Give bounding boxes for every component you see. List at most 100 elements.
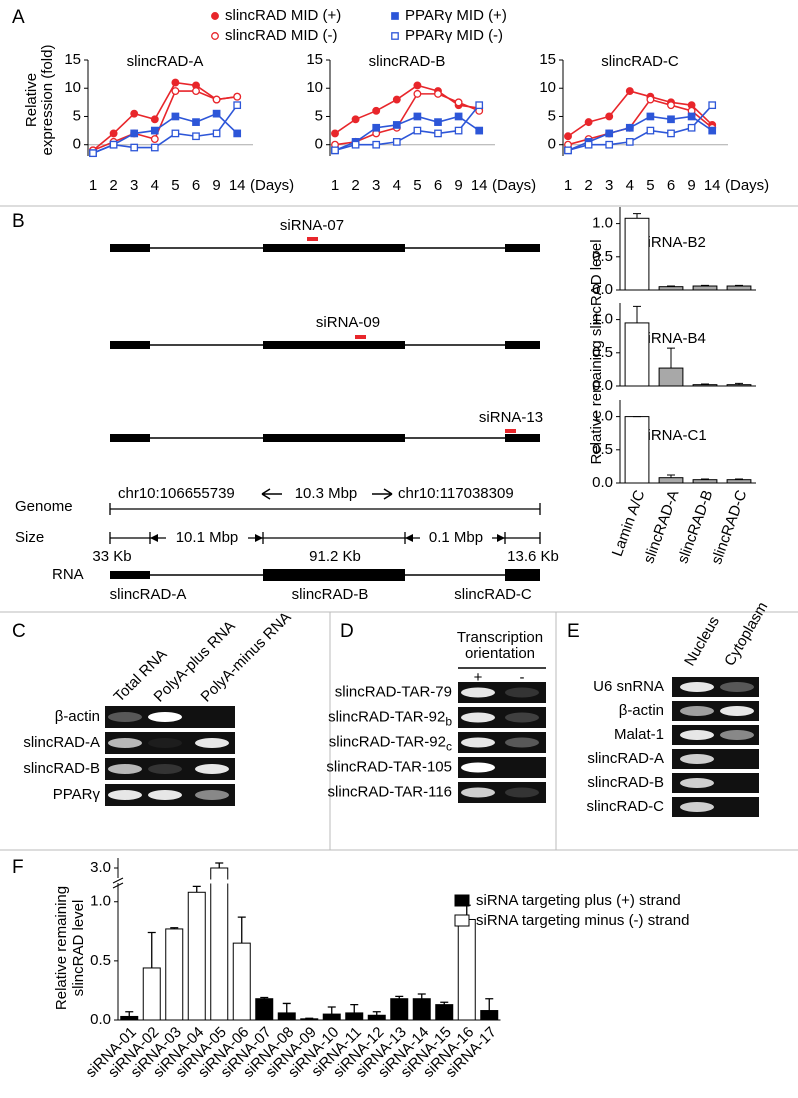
y-tick-label: 10 xyxy=(539,79,556,96)
bar xyxy=(120,1015,139,1021)
y-tick-label: 0.5 xyxy=(592,441,613,458)
marker xyxy=(605,129,614,138)
gel-band xyxy=(108,712,142,722)
gel-band xyxy=(680,802,714,812)
marker xyxy=(372,140,381,149)
error-bar xyxy=(440,1001,449,1005)
bar xyxy=(210,867,229,1021)
marker xyxy=(454,112,463,121)
exon xyxy=(110,571,150,579)
exon xyxy=(263,341,405,349)
gel-row-label: β-actin xyxy=(619,702,664,719)
error-bar xyxy=(350,1003,359,1013)
gel-header: orientation xyxy=(465,645,535,662)
marker xyxy=(434,129,442,138)
gel-row-label: slincRAD-TAR-105 xyxy=(326,758,452,775)
marker xyxy=(392,138,401,146)
gel-band xyxy=(195,790,229,800)
marker xyxy=(564,146,572,155)
bar xyxy=(692,285,718,291)
legend-label: siRNA targeting minus (-) strand xyxy=(476,912,689,929)
label-bg xyxy=(166,529,248,547)
error-bar xyxy=(305,1017,314,1019)
marker xyxy=(413,126,422,135)
bar xyxy=(322,1013,341,1021)
marker xyxy=(212,129,221,138)
y-tick-label: 0 xyxy=(73,136,81,153)
x-axis-label: (Days) xyxy=(725,177,769,194)
gel-band xyxy=(148,738,182,748)
bar xyxy=(390,998,409,1021)
gel-row-label: slincRAD-A xyxy=(23,734,100,751)
gel-lane xyxy=(458,707,546,728)
bar xyxy=(624,322,650,387)
rna-size: 33 Kb xyxy=(92,548,131,565)
panel-label: C xyxy=(12,621,26,642)
gel-band xyxy=(461,687,495,698)
marker xyxy=(150,126,159,135)
legend-label: slincRAD MID (-) xyxy=(225,27,338,44)
marker xyxy=(646,95,655,104)
bar xyxy=(726,285,752,291)
legend-label: PPARγ MID (-) xyxy=(405,27,503,44)
size-gap: 0.1 Mbp xyxy=(429,529,483,546)
error-bar xyxy=(372,1011,381,1016)
error-bar xyxy=(667,474,675,478)
gel-band xyxy=(461,787,495,798)
error-bar xyxy=(260,996,269,999)
error-bar xyxy=(327,1006,336,1015)
x-tick-label: 2 xyxy=(109,177,117,194)
bar xyxy=(277,1012,296,1021)
marker xyxy=(351,115,360,124)
gel-band xyxy=(680,778,714,788)
transcript: siRNA-13 xyxy=(110,409,543,442)
marker xyxy=(211,32,219,40)
marker xyxy=(413,112,422,121)
marker xyxy=(413,89,422,98)
bar xyxy=(367,1014,386,1021)
y-tick-label: 1.0 xyxy=(592,311,613,328)
error-bar xyxy=(735,382,743,385)
x-tick-label: 1 xyxy=(89,177,97,194)
panel-label: F xyxy=(12,857,24,878)
transcript: siRNA-07 xyxy=(110,217,540,252)
y-axis-label: slincRAD level xyxy=(70,900,87,997)
bar xyxy=(345,1012,364,1021)
marker xyxy=(233,129,242,138)
error-bar xyxy=(395,995,404,999)
gel-lane xyxy=(672,749,759,769)
marker xyxy=(192,87,200,96)
exon xyxy=(505,244,540,252)
exon xyxy=(110,244,150,252)
marker xyxy=(625,87,634,96)
marker xyxy=(351,140,360,149)
bar xyxy=(658,286,684,291)
y-tick-label: 0.5 xyxy=(90,952,111,969)
marker xyxy=(605,112,614,121)
arrow xyxy=(372,488,393,500)
bar xyxy=(232,942,251,1021)
y-tick-label: 0.5 xyxy=(592,248,613,265)
gel-row-label: slincRAD-C xyxy=(586,798,664,815)
bar xyxy=(692,479,718,484)
marker xyxy=(454,98,463,107)
exon xyxy=(505,341,540,349)
gel-row-label: slincRAD-B xyxy=(23,760,100,777)
y-axis-label: Relative remaining xyxy=(53,886,70,1010)
error-bar xyxy=(735,284,743,287)
exon xyxy=(110,434,150,442)
bar xyxy=(480,1010,499,1021)
marker xyxy=(584,140,593,149)
gel-lane xyxy=(458,757,546,778)
y-tick-label: 3.0 xyxy=(90,859,111,876)
y-tick-label: 0.0 xyxy=(592,377,613,394)
x-tick-label: 14 xyxy=(229,177,246,194)
error-bar xyxy=(667,347,675,369)
gel-row-text: slincRAD-B xyxy=(23,760,100,777)
gel-lane xyxy=(672,773,759,793)
label-bg xyxy=(420,529,492,547)
gel-header: Transcription xyxy=(457,629,543,646)
panel-label: D xyxy=(340,621,354,642)
x-tick-label: 5 xyxy=(413,177,421,194)
